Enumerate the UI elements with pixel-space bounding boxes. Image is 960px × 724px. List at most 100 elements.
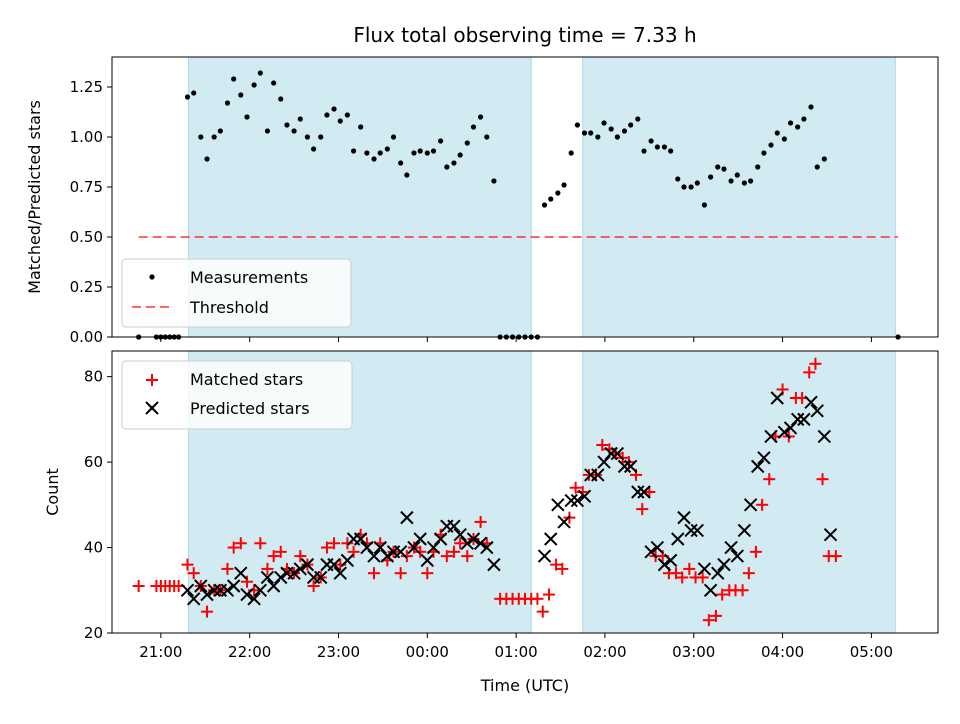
predicted-star-point bbox=[671, 532, 685, 546]
matched-star-point bbox=[454, 537, 467, 550]
measurement-point bbox=[614, 134, 620, 140]
predicted-star-point bbox=[724, 540, 738, 555]
measurement-point bbox=[541, 202, 548, 208]
chart-title: Flux total observing time = 7.33 h bbox=[353, 23, 696, 47]
matched-star-point bbox=[461, 550, 474, 563]
predicted-star-point bbox=[650, 540, 665, 555]
measurement-point bbox=[398, 160, 404, 166]
y-tick-label: 1.25 bbox=[70, 78, 103, 96]
predicted-star-point bbox=[380, 549, 395, 563]
measurement-point bbox=[324, 112, 330, 118]
matched-star-point bbox=[702, 614, 715, 627]
matched-star-point bbox=[474, 515, 487, 528]
measurement-point bbox=[747, 178, 754, 184]
matched-star-point bbox=[274, 545, 287, 558]
measurement-point bbox=[377, 150, 383, 156]
measurement-point bbox=[781, 136, 787, 142]
predicted-star-point bbox=[200, 587, 214, 602]
measurement-point bbox=[184, 94, 191, 100]
predicted-star-point bbox=[610, 446, 625, 461]
predicted-star-point bbox=[373, 540, 387, 555]
measurement-point bbox=[728, 178, 734, 184]
matched-star-point bbox=[187, 567, 200, 580]
x-tick-label: 03:00 bbox=[672, 643, 715, 661]
predicted-star-point bbox=[426, 540, 441, 555]
predicted-star-point bbox=[400, 510, 414, 525]
y-tick-label: 0.50 bbox=[70, 228, 103, 246]
measurement-point bbox=[648, 138, 654, 144]
measurement-point bbox=[635, 116, 641, 122]
matched-star-point bbox=[709, 609, 722, 622]
legend-marker-predicted bbox=[145, 401, 159, 415]
predicted-star-point bbox=[367, 549, 381, 563]
top-y-axis-label: Matched/Predicted stars bbox=[25, 100, 44, 294]
matched-star-point bbox=[132, 580, 145, 592]
predicted-star-point bbox=[353, 532, 368, 546]
predicted-star-point bbox=[466, 532, 481, 546]
matched-star-point bbox=[696, 571, 709, 584]
predicted-star-point bbox=[266, 579, 281, 593]
y-tick-label: 60 bbox=[84, 453, 103, 471]
measurement-point bbox=[231, 76, 237, 82]
measurement-point bbox=[337, 118, 343, 124]
matched-star-point bbox=[440, 550, 453, 563]
measurement-point bbox=[438, 138, 444, 144]
measurement-point bbox=[477, 114, 484, 120]
predicted-star-point bbox=[703, 583, 718, 597]
x-tick-label: 22:00 bbox=[228, 643, 271, 661]
measurement-point bbox=[708, 174, 714, 180]
matched-star-point bbox=[669, 567, 682, 580]
predicted-star-point bbox=[804, 395, 818, 409]
x-tick-label: 05:00 bbox=[850, 643, 893, 661]
predicted-star-point bbox=[473, 536, 488, 550]
predicted-star-point bbox=[433, 532, 448, 546]
predicted-star-point bbox=[260, 570, 275, 585]
matched-star-point bbox=[414, 545, 427, 558]
measurement-point bbox=[278, 96, 284, 102]
matched-star-point bbox=[756, 498, 769, 511]
measurement-point bbox=[251, 82, 257, 88]
measurement-point bbox=[601, 120, 607, 126]
measurement-point bbox=[331, 106, 337, 112]
predicted-star-point bbox=[810, 404, 824, 418]
matched-star-point bbox=[307, 580, 320, 592]
matched-star-point bbox=[763, 473, 776, 486]
matched-star-point bbox=[542, 588, 555, 601]
measurement-point bbox=[284, 122, 290, 128]
measurement-point bbox=[271, 80, 277, 86]
measurement-point bbox=[721, 166, 727, 172]
measurement-point bbox=[641, 148, 647, 154]
measurement-point bbox=[774, 130, 780, 136]
measurement-point bbox=[694, 180, 700, 186]
measurement-point bbox=[198, 134, 204, 140]
predicted-star-point bbox=[663, 553, 678, 568]
measurement-point bbox=[264, 128, 271, 134]
measurement-point bbox=[211, 134, 217, 140]
predicted-star-point bbox=[557, 515, 571, 529]
measurement-point bbox=[364, 150, 370, 156]
measurement-point bbox=[430, 148, 437, 154]
y-tick-label: 80 bbox=[84, 368, 103, 386]
predicted-star-point bbox=[460, 536, 474, 550]
measurement-point bbox=[204, 156, 210, 162]
predicted-star-point bbox=[413, 532, 427, 546]
top-y-ticks: 0.00 0.25 0.50 0.75 1.00 1.25 bbox=[70, 78, 112, 346]
measurement-point bbox=[734, 172, 740, 178]
predicted-star-point bbox=[597, 455, 611, 469]
measurement-point bbox=[491, 178, 497, 184]
legend-label-threshold: Threshold bbox=[189, 298, 269, 317]
measurement-point bbox=[291, 128, 297, 134]
predicted-star-point bbox=[274, 570, 288, 585]
bottom-y-ticks: 20 40 60 80 bbox=[84, 368, 112, 642]
matched-star-point bbox=[328, 537, 341, 550]
matched-star-point bbox=[556, 562, 569, 575]
y-tick-label: 20 bbox=[84, 624, 103, 642]
predicted-star-point bbox=[220, 583, 235, 597]
matched-star-point bbox=[447, 545, 460, 558]
legend-marker-matched bbox=[146, 374, 158, 386]
measurement-point bbox=[217, 128, 223, 134]
predicted-star-point bbox=[407, 540, 421, 555]
legend-label-matched: Matched stars bbox=[190, 370, 303, 389]
legend-label-predicted: Predicted stars bbox=[190, 399, 310, 418]
